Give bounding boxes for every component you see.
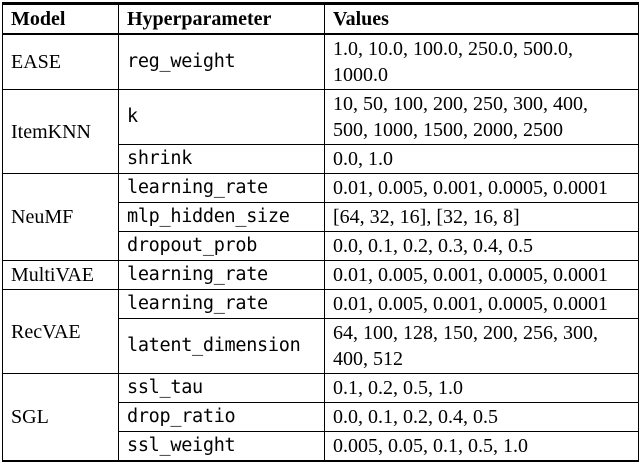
values-cell: 0.0, 0.1, 0.2, 0.4, 0.5: [324, 402, 639, 432]
values-cell: 1.0, 10.0, 100.0, 250.0, 500.0, 1000.0: [324, 33, 639, 90]
hyperparameter-cell: ssl_weight: [118, 431, 325, 462]
table-row: MultiVAE learning_rate 0.01, 0.005, 0.001,…: [2, 260, 639, 290]
col-header-values: Values: [324, 3, 639, 35]
model-cell: MultiVAE: [2, 260, 119, 290]
table-row: drop_ratio 0.0, 0.1, 0.2, 0.4, 0.5: [3, 402, 639, 432]
model-cell: RecVAE: [2, 289, 119, 374]
values-cell: 0.0, 0.1, 0.2, 0.3, 0.4, 0.5: [324, 231, 639, 261]
col-header-hyperparameter: Hyperparameter: [118, 3, 325, 35]
hyperparameter-cell: k: [118, 89, 325, 145]
header-row: Model Hyperparameter Values: [2, 3, 639, 35]
values-cell: 0.01, 0.005, 0.001, 0.0005, 0.0001: [324, 260, 639, 290]
table-row: mlp_hidden_size [64, 32, 16], [32, 16, 8]: [3, 202, 639, 232]
table-row: dropout_prob 0.0, 0.1, 0.2, 0.3, 0.4, 0.5: [3, 231, 639, 261]
hyperparameter-cell: drop_ratio: [118, 402, 325, 432]
model-cell: EASE: [2, 33, 119, 90]
table-row: shrink 0.0, 1.0: [3, 144, 639, 174]
values-cell: 0.1, 0.2, 0.5, 1.0: [324, 373, 639, 403]
table-row: NeuMF learning_rate 0.01, 0.005, 0.001, 0.…: [2, 173, 639, 261]
hyperparameter-cell: mlp_hidden_size: [118, 202, 325, 232]
values-cell: 0.005, 0.05, 0.1, 0.5, 1.0: [324, 431, 639, 462]
hyperparameter-cell: learning_rate: [118, 173, 325, 203]
hyperparameter-cell: ssl_tau: [118, 373, 325, 403]
table-row: RecVAE learning_rate 0.01, 0.005, 0.001, 0…: [2, 289, 639, 374]
model-cell: ItemKNN: [2, 89, 119, 174]
hyperparameter-cell: dropout_prob: [118, 231, 325, 261]
table-row: EASE reg_weight 1.0, 10.0, 100.0, 250.0, 5…: [2, 33, 639, 90]
values-cell: 10, 50, 100, 200, 250, 300, 400, 500, 10…: [324, 89, 639, 145]
model-cell: SGL: [2, 373, 119, 462]
table-row: latent_dimension 64, 100, 128, 150, 200, …: [3, 318, 639, 374]
table-row: ItemKNN k 10, 50, 100, 200, 250, 300, 400,…: [2, 89, 639, 174]
col-header-model: Model: [2, 3, 119, 35]
values-cell: 0.0, 1.0: [324, 144, 639, 174]
table-row: SGL ssl_tau 0.1, 0.2, 0.5, 1.0: [2, 373, 639, 462]
hyperparameter-cell: latent_dimension: [118, 318, 325, 374]
hyperparameter-cell: learning_rate: [118, 289, 325, 319]
values-cell: [64, 32, 16], [32, 16, 8]: [324, 202, 639, 232]
table-header: Model Hyperparameter Values: [2, 3, 639, 35]
hyperparameter-cell: learning_rate: [118, 260, 325, 290]
values-cell: 0.01, 0.005, 0.001, 0.0005, 0.0001: [324, 289, 639, 319]
table-body: EASE reg_weight 1.0, 10.0, 100.0, 250.0, 5…: [2, 33, 639, 462]
hyperparameter-cell: reg_weight: [118, 33, 325, 90]
model-cell: NeuMF: [2, 173, 119, 261]
values-cell: 64, 100, 128, 150, 200, 256, 300, 400, 5…: [324, 318, 639, 374]
values-cell: 0.01, 0.005, 0.001, 0.0005, 0.0001: [324, 173, 639, 203]
hyperparameter-cell: shrink: [118, 144, 325, 174]
